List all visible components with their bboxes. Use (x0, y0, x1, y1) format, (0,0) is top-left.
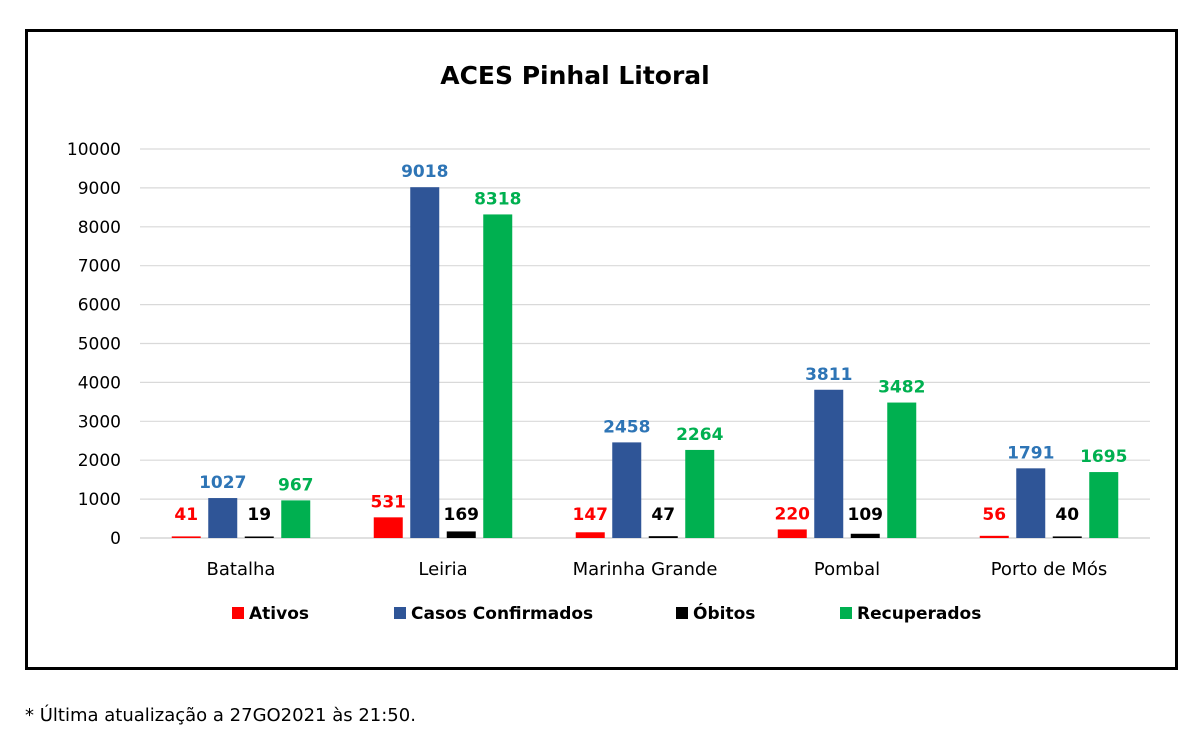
y-tick-label: 2000 (78, 451, 121, 471)
data-label: 147 (573, 505, 609, 525)
x-axis-categories: Batalha Leiria Marinha Grande Pombal Porto d… (207, 559, 1108, 580)
data-label: 47 (651, 505, 675, 525)
data-label: 40 (1055, 505, 1079, 525)
data-label: 41 (174, 505, 198, 525)
data-label: 8318 (474, 189, 521, 209)
legend-swatch (394, 607, 406, 619)
legend-swatch (232, 607, 244, 619)
legend-label: Óbitos (693, 602, 755, 624)
x-category-label: Leiria (418, 559, 467, 580)
legend-label: Recuperados (857, 604, 981, 624)
bar (612, 442, 642, 538)
bar (979, 535, 1009, 538)
data-label: 1027 (199, 473, 246, 493)
x-category-label: Porto de Mós (991, 559, 1108, 580)
footnote: * Última atualização a 27GO2021 às 21:50… (25, 705, 416, 726)
y-tick-label: 5000 (78, 335, 121, 355)
bar (410, 187, 440, 538)
x-category-label: Pombal (814, 559, 880, 580)
legend-swatch (676, 607, 688, 619)
data-label: 169 (444, 505, 480, 525)
data-label: 19 (247, 505, 271, 525)
bar (1052, 536, 1082, 538)
y-tick-label: 3000 (78, 412, 121, 432)
bar (208, 498, 238, 538)
bar (446, 531, 476, 538)
bar (887, 402, 917, 538)
bar (483, 214, 513, 538)
data-label: 531 (371, 492, 407, 512)
legend-label: Ativos (249, 604, 309, 624)
data-label: 109 (848, 505, 884, 525)
bar (1016, 468, 1046, 538)
x-category-label: Marinha Grande (573, 559, 718, 580)
data-label: 3482 (878, 378, 925, 398)
y-tick-label: 9000 (78, 179, 121, 199)
data-label: 220 (775, 504, 811, 524)
y-tick-label: 7000 (78, 257, 121, 277)
chart-frame (25, 29, 1178, 670)
bar (244, 536, 274, 538)
x-category-label: Batalha (207, 559, 276, 580)
bar (685, 449, 715, 538)
bar (777, 529, 807, 538)
data-label: 1791 (1007, 443, 1054, 463)
bar (281, 500, 311, 538)
data-label: 2264 (676, 425, 723, 445)
bar (648, 536, 678, 538)
data-label: 2458 (603, 417, 650, 437)
data-label: 56 (982, 505, 1006, 525)
y-tick-label: 0 (110, 529, 121, 549)
bar (575, 532, 605, 538)
data-label: 1695 (1080, 447, 1127, 467)
bars (171, 187, 1119, 538)
legend: Ativos Casos Confirmados Óbitos Recuperados (232, 602, 981, 624)
data-label: 967 (278, 475, 314, 495)
bar (171, 536, 201, 538)
bar-chart: ACES Pinhal Litoral 0 1000 2000 3000 4000 500… (67, 61, 1150, 624)
bar (373, 517, 403, 538)
bar (850, 533, 880, 538)
y-tick-label: 1000 (78, 490, 121, 510)
y-tick-label: 10000 (67, 140, 121, 160)
y-tick-label: 8000 (78, 218, 121, 238)
chart-title: ACES Pinhal Litoral (440, 61, 710, 90)
data-label: 9018 (401, 162, 448, 182)
legend-label: Casos Confirmados (411, 604, 593, 624)
legend-swatch (840, 607, 852, 619)
y-axis-ticks: 0 1000 2000 3000 4000 5000 6000 7000 8000 9000 100… (67, 140, 121, 549)
bar (814, 389, 844, 538)
data-label: 3811 (805, 365, 852, 385)
bar (1089, 472, 1119, 538)
y-tick-label: 6000 (78, 296, 121, 316)
y-tick-label: 4000 (78, 373, 121, 393)
